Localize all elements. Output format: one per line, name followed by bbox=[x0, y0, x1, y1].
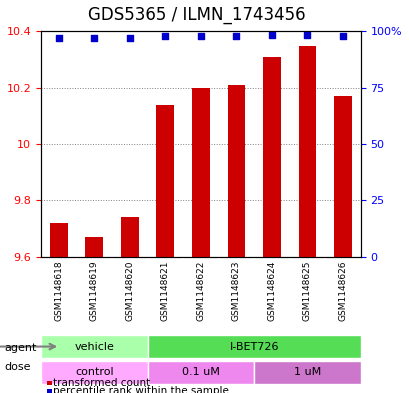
FancyBboxPatch shape bbox=[147, 335, 360, 358]
Text: control: control bbox=[75, 367, 113, 377]
Text: GSM1148618: GSM1148618 bbox=[54, 261, 63, 321]
Text: GSM1148621: GSM1148621 bbox=[160, 261, 169, 321]
Point bbox=[55, 35, 62, 41]
Text: GSM1148625: GSM1148625 bbox=[302, 261, 311, 321]
Point bbox=[197, 33, 204, 39]
Text: vehicle: vehicle bbox=[74, 342, 114, 352]
Point bbox=[233, 33, 239, 39]
Bar bbox=[156, 105, 174, 257]
Text: GDS5365 / ILMN_1743456: GDS5365 / ILMN_1743456 bbox=[88, 6, 305, 24]
Text: percentile rank within the sample: percentile rank within the sample bbox=[53, 386, 229, 393]
Text: dose: dose bbox=[4, 362, 31, 373]
Text: GSM1148623: GSM1148623 bbox=[231, 261, 240, 321]
Text: transformed count: transformed count bbox=[53, 378, 150, 388]
FancyBboxPatch shape bbox=[254, 361, 360, 384]
Text: GSM1148626: GSM1148626 bbox=[338, 261, 347, 321]
Text: agent: agent bbox=[4, 343, 36, 353]
FancyBboxPatch shape bbox=[41, 335, 147, 358]
Text: 1 uM: 1 uM bbox=[293, 367, 320, 377]
Bar bbox=[191, 88, 209, 257]
Point bbox=[91, 35, 97, 41]
Point bbox=[339, 33, 346, 39]
Point bbox=[303, 32, 310, 38]
FancyBboxPatch shape bbox=[41, 361, 147, 384]
Point bbox=[268, 32, 274, 38]
Bar bbox=[263, 57, 280, 257]
Text: GSM1148624: GSM1148624 bbox=[267, 261, 276, 321]
Bar bbox=[333, 96, 351, 257]
Text: I-BET726: I-BET726 bbox=[229, 342, 278, 352]
Bar bbox=[121, 217, 138, 257]
Text: GSM1148622: GSM1148622 bbox=[196, 261, 205, 321]
Bar bbox=[298, 46, 316, 257]
Bar bbox=[50, 223, 67, 257]
Text: 0.1 uM: 0.1 uM bbox=[182, 367, 219, 377]
FancyBboxPatch shape bbox=[147, 361, 254, 384]
Bar bbox=[227, 85, 245, 257]
Text: GSM1148620: GSM1148620 bbox=[125, 261, 134, 321]
Point bbox=[126, 35, 133, 41]
Bar bbox=[85, 237, 103, 257]
Text: GSM1148619: GSM1148619 bbox=[90, 261, 99, 321]
Point bbox=[162, 33, 168, 39]
